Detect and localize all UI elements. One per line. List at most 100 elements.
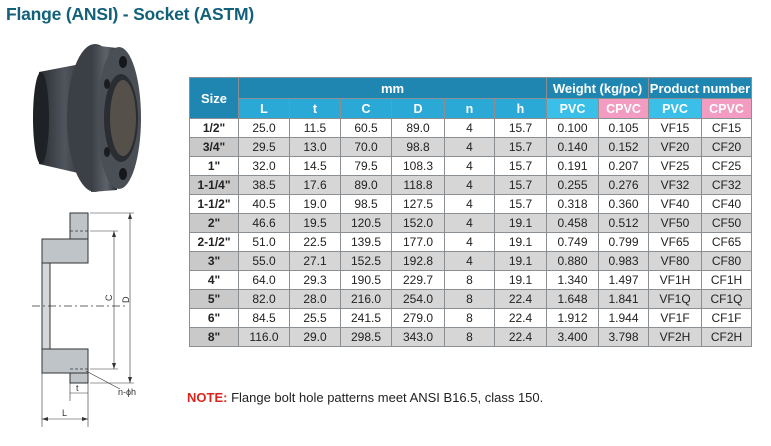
table-cell: 55.0	[238, 251, 290, 271]
table-cell: 0.458	[546, 213, 599, 233]
size-cell: 3/4"	[189, 137, 239, 157]
weight-header: Weight (kg/pc)	[546, 77, 649, 99]
size-cell: 1/2"	[189, 118, 239, 138]
table-cell: 13.0	[289, 137, 341, 157]
size-cell: 6"	[189, 308, 239, 328]
table-cell: 19.1	[494, 270, 547, 290]
col-header-n: n	[444, 98, 495, 119]
table-cell: 60.5	[340, 118, 392, 138]
table-cell: 152.5	[340, 251, 392, 271]
table-cell: 22.4	[494, 327, 547, 347]
table-cell: VF20	[648, 137, 702, 157]
table-cell: 4	[444, 118, 495, 138]
table-cell: VF1Q	[648, 289, 702, 309]
table-cell: 3.400	[546, 327, 599, 347]
table-cell: 19.0	[289, 194, 341, 214]
table-cell: 127.5	[391, 194, 445, 214]
table-cell: 22.5	[289, 232, 341, 252]
col-header-product-cpvc: CPVC	[701, 98, 752, 119]
table-cell: 4	[444, 232, 495, 252]
table-cell: 98.5	[340, 194, 392, 214]
table-cell: 343.0	[391, 327, 445, 347]
dim-label-l: L	[62, 408, 67, 418]
table-cell: 0.799	[598, 232, 649, 252]
table-cell: 1.912	[546, 308, 599, 328]
table-cell: 89.0	[340, 175, 392, 195]
table-cell: 70.0	[340, 137, 392, 157]
table-cell: 1.497	[598, 270, 649, 290]
table-cell: 0.152	[598, 137, 649, 157]
table-row: 5" 82.0 28.0 216.0 254.0 8 22.4 1.648 1.841 VF1Q C…	[189, 289, 752, 309]
table-cell: 116.0	[238, 327, 290, 347]
table-cell: 8	[444, 270, 495, 290]
table-cell: 254.0	[391, 289, 445, 309]
col-header-c: C	[340, 98, 392, 119]
spec-table: Size mm Weight (kg/pc) Product number L …	[189, 77, 752, 347]
table-cell: VF25	[648, 156, 702, 176]
table-cell: 79.5	[340, 156, 392, 176]
table-cell: 15.7	[494, 137, 547, 157]
table-cell: 0.105	[598, 118, 649, 138]
table-cell: 0.191	[546, 156, 599, 176]
table-row: 8" 116.0 29.0 298.5 343.0 8 22.4 3.400 3.798 VF2H…	[189, 327, 752, 347]
table-cell: 1.944	[598, 308, 649, 328]
table-cell: VF15	[648, 118, 702, 138]
table-cell: 108.3	[391, 156, 445, 176]
table-cell: 190.5	[340, 270, 392, 290]
size-cell: 1-1/2"	[189, 194, 239, 214]
table-cell: CF40	[701, 194, 752, 214]
col-header-weight-pvc: PVC	[546, 98, 599, 119]
table-cell: 82.0	[238, 289, 290, 309]
table-row: 1-1/4" 38.5 17.6 89.0 118.8 4 15.7 0.255 0.276 VF…	[189, 175, 752, 195]
table-cell: 25.0	[238, 118, 290, 138]
table-cell: 40.5	[238, 194, 290, 214]
table-cell: CF1F	[701, 308, 752, 328]
col-header-product-pvc: PVC	[648, 98, 702, 119]
table-cell: 15.7	[494, 194, 547, 214]
table-row: 4" 64.0 29.3 190.5 229.7 8 19.1 1.340 1.497 VF1H C…	[189, 270, 752, 290]
table-cell: 4	[444, 137, 495, 157]
table-cell: 0.276	[598, 175, 649, 195]
table-cell: 1.340	[546, 270, 599, 290]
flange-photo	[33, 44, 141, 192]
table-cell: 84.5	[238, 308, 290, 328]
table-row: 6" 84.5 25.5 241.5 279.0 8 22.4 1.912 1.944 VF1F C…	[189, 308, 752, 328]
table-cell: CF20	[701, 137, 752, 157]
table-cell: 139.5	[340, 232, 392, 252]
col-header-weight-cpvc: CPVC	[598, 98, 649, 119]
table-cell: 19.5	[289, 213, 341, 233]
table-cell: 28.0	[289, 289, 341, 309]
table-cell: 22.4	[494, 289, 547, 309]
table-cell: 11.5	[289, 118, 341, 138]
table-cell: 8	[444, 308, 495, 328]
table-cell: 0.100	[546, 118, 599, 138]
note-lead: NOTE:	[187, 390, 228, 405]
table-cell: 29.3	[289, 270, 341, 290]
table-cell: 19.1	[494, 232, 547, 252]
table-cell: 229.7	[391, 270, 445, 290]
table-cell: VF2H	[648, 327, 702, 347]
col-header-l: L	[238, 98, 290, 119]
table-cell: VF80	[648, 251, 702, 271]
table-row: 1-1/2" 40.5 19.0 98.5 127.5 4 15.7 0.318 0.360 VF…	[189, 194, 752, 214]
table-cell: 51.0	[238, 232, 290, 252]
table-cell: 118.8	[391, 175, 445, 195]
table-cell: 25.5	[289, 308, 341, 328]
table-cell: 64.0	[238, 270, 290, 290]
col-header-d: D	[391, 98, 445, 119]
table-cell: 4	[444, 194, 495, 214]
table-cell: 46.6	[238, 213, 290, 233]
size-cell: 2-1/2"	[189, 232, 239, 252]
table-row: 1/2" 25.0 11.5 60.5 89.0 4 15.7 0.100 0.105 VF15 C…	[189, 118, 752, 138]
dim-label-hole: n-ϕh	[118, 387, 136, 397]
table-cell: 8	[444, 289, 495, 309]
table-cell: 32.0	[238, 156, 290, 176]
table-cell: 15.7	[494, 118, 547, 138]
table-cell: VF40	[648, 194, 702, 214]
table-cell: CF65	[701, 232, 752, 252]
table-cell: 298.5	[340, 327, 392, 347]
table-cell: 192.8	[391, 251, 445, 271]
table-cell: 0.749	[546, 232, 599, 252]
size-cell: 1-1/4"	[189, 175, 239, 195]
table-cell: 0.207	[598, 156, 649, 176]
